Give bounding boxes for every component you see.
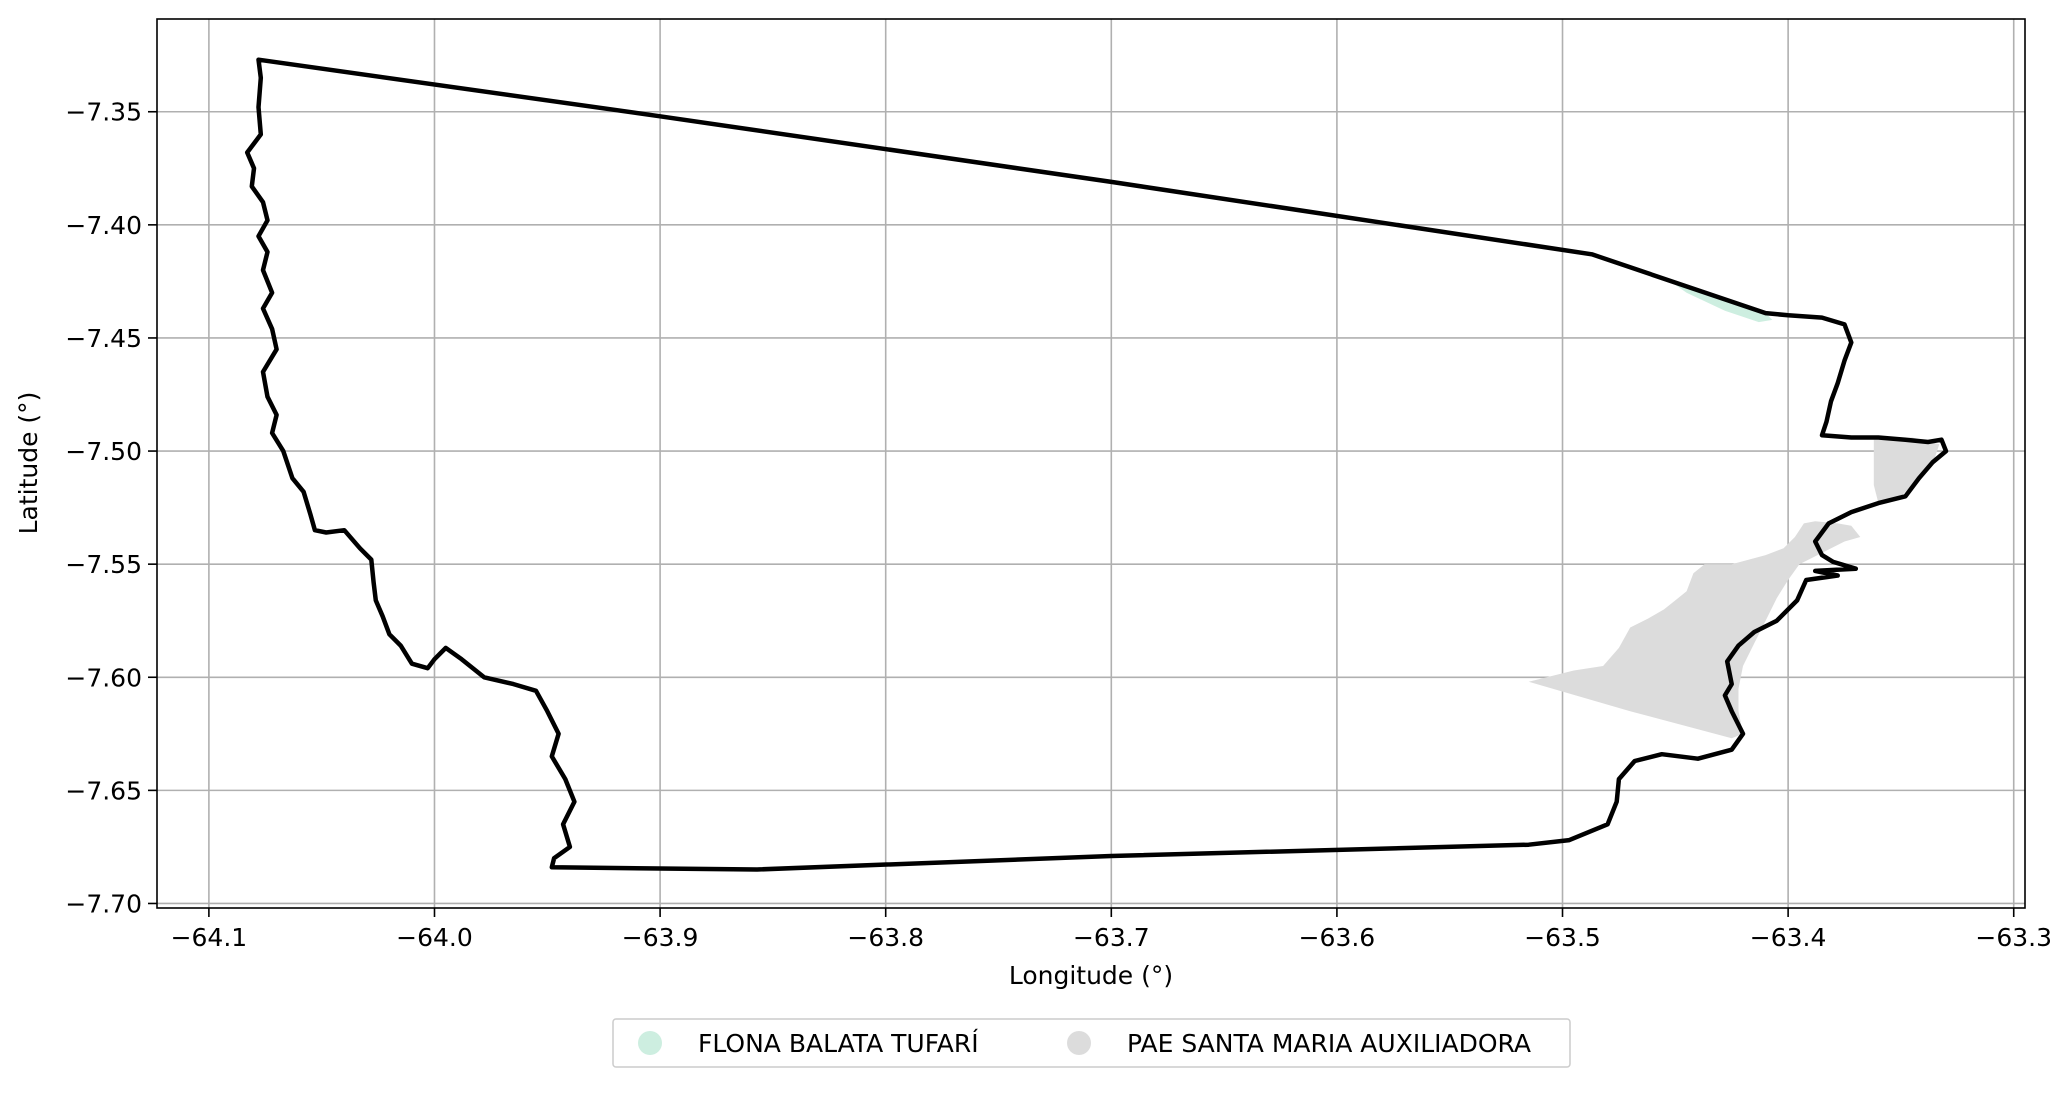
x-tick-label: −63.9 xyxy=(622,923,699,952)
study-area-boundary xyxy=(244,57,1949,872)
pae-santa-maria-auxiliadora-area-east xyxy=(1873,437,1940,504)
x-tick-label: −63.8 xyxy=(847,923,924,952)
grid-lines xyxy=(157,19,2025,908)
x-tick-label: −64.0 xyxy=(396,923,473,952)
y-tick-label: −7.55 xyxy=(65,550,142,579)
x-tick-label: −63.5 xyxy=(1524,923,1601,952)
y-tick-label: −7.60 xyxy=(65,663,142,692)
x-tick-label: −63.3 xyxy=(1975,923,2052,952)
x-tick-label: −63.6 xyxy=(1299,923,1376,952)
pae-santa-maria-auxiliadora-area xyxy=(1528,521,1861,739)
y-axis-label: Latitude (°) xyxy=(14,392,43,535)
legend-swatch-pae xyxy=(1067,1031,1091,1055)
y-tick-label: −7.65 xyxy=(65,776,142,805)
legend-box xyxy=(612,1018,1571,1068)
y-tick-label: −7.70 xyxy=(65,889,142,918)
y-tick-label: −7.35 xyxy=(65,98,142,127)
legend-label-pae: PAE SANTA MARIA AUXILIADORA xyxy=(1127,1029,1531,1058)
x-tick-label: −63.7 xyxy=(1073,923,1150,952)
boundary-lines xyxy=(244,57,1949,872)
axis-ticks: −64.1 −64.0 −63.9 −63.8 −63.7 −63.6 −63.5 −63.4… xyxy=(65,98,2052,952)
legend-label-flona: FLONA BALATA TUFARÍ xyxy=(698,1029,979,1058)
x-tick-label: −63.4 xyxy=(1750,923,1827,952)
y-tick-label: −7.45 xyxy=(65,324,142,353)
plot-frame xyxy=(156,18,2026,909)
x-axis-label: Longitude (°) xyxy=(1009,961,1173,990)
y-tick-label: −7.40 xyxy=(65,211,142,240)
legend-swatch-flona xyxy=(638,1031,662,1055)
legend: FLONA BALATA TUFARÍ PAE SANTA MARIA AUXI… xyxy=(612,1018,1571,1068)
y-tick-label: −7.50 xyxy=(65,437,142,466)
x-tick-label: −64.1 xyxy=(171,923,248,952)
